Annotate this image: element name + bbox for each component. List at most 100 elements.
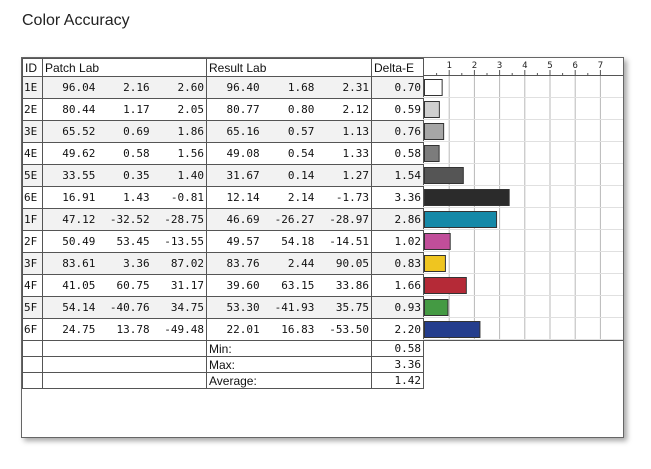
result-L-value: 83.76 (226, 257, 260, 270)
result-lab-values: 22.01 16.83 -53.50 (206, 318, 372, 341)
result-lab-values: 49.57 54.18 -14.51 (206, 230, 372, 253)
delta-e-value: 1.02 (371, 230, 424, 253)
delta-e-value: 0.76 (371, 120, 424, 143)
chart-tick-label: 7 (598, 61, 603, 71)
patch-L-value: 16.91 (62, 191, 96, 204)
patch-lab-values: 50.49 53.45 -13.55 (42, 230, 207, 253)
patch-a-value: 0.58 (123, 147, 150, 160)
patch-lab-values: 41.05 60.75 31.17 (42, 274, 207, 297)
patch-b-value: 2.60 (177, 81, 204, 94)
row-id: 6F (22, 318, 43, 341)
table-row: 6F 24.75 13.78 -49.48 22.01 16.83 -53.50 2.20 (22, 318, 424, 341)
patch-lab-values: 16.91 1.43 -0.81 (42, 186, 207, 209)
result-a-value: 0.14 (287, 169, 315, 182)
bar-1E (424, 79, 443, 96)
patch-lab-values: 33.55 0.35 1.40 (42, 164, 207, 187)
patch-L-value: 96.04 (62, 81, 96, 94)
chart-tick-label: 1 (446, 61, 451, 71)
result-b-value: 1.27 (342, 169, 370, 182)
result-a-value: 2.14 (287, 191, 315, 204)
patch-lab-values: 24.75 13.78 -49.48 (42, 318, 207, 341)
result-L-value: 31.67 (226, 169, 260, 182)
patch-a-value: -40.76 (109, 301, 150, 314)
table-row: 4E 49.62 0.58 1.56 49.08 0.54 1.33 0.58 (22, 142, 424, 165)
result-L-value: 12.14 (226, 191, 260, 204)
stat-empty-cell (22, 356, 43, 373)
patch-lab-values: 47.12 -32.52 -28.75 (42, 208, 207, 231)
color-accuracy-panel: ID Patch Lab Result Lab Delta-E 1E 96.04 2… (21, 57, 624, 438)
patch-L-value: 80.44 (62, 103, 96, 116)
bar-4E (424, 145, 440, 162)
chart-tick-label: 6 (572, 61, 577, 71)
patch-b-value: -13.55 (164, 235, 204, 248)
result-b-value: 33.86 (335, 279, 370, 292)
bar-3E (424, 123, 445, 140)
bar-1F (424, 211, 498, 228)
table-row: 4F 41.05 60.75 31.17 39.60 63.15 33.86 1.66 (22, 274, 424, 297)
result-b-value: -53.50 (329, 323, 370, 336)
result-L-value: 39.60 (226, 279, 260, 292)
result-b-value: 2.12 (342, 103, 370, 116)
result-lab-values: 39.60 63.15 33.86 (206, 274, 372, 297)
patch-L-value: 33.55 (62, 169, 96, 182)
result-lab-values: 31.67 0.14 1.27 (206, 164, 372, 187)
result-a-value: 1.68 (287, 81, 315, 94)
table-row: 1F 47.12 -32.52 -28.75 46.69 -26.27 -28.97 2.86 (22, 208, 424, 231)
bar-2E (424, 101, 440, 118)
patch-L-value: 47.12 (62, 213, 96, 226)
patch-a-value: 0.35 (123, 169, 150, 182)
result-L-value: 22.01 (226, 323, 260, 336)
result-lab-values: 12.14 2.14 -1.73 (206, 186, 372, 209)
results-table: ID Patch Lab Result Lab Delta-E 1E 96.04 2… (22, 58, 424, 389)
result-lab-values: 96.40 1.68 2.31 (206, 76, 372, 99)
header-result-lab: Result Lab (206, 58, 372, 77)
stat-label: Min: (206, 340, 372, 357)
row-id: 5E (22, 164, 43, 187)
result-lab-values: 53.30 -41.93 35.75 (206, 296, 372, 319)
stat-empty-cell (22, 372, 43, 389)
table-row: 2F 50.49 53.45 -13.55 49.57 54.18 -14.51 1.02 (22, 230, 424, 253)
delta-e-value: 2.86 (371, 208, 424, 231)
result-b-value: -14.51 (329, 235, 370, 248)
result-b-value: 90.05 (335, 257, 370, 270)
result-b-value: 35.75 (335, 301, 370, 314)
row-id: 4E (22, 142, 43, 165)
result-lab-values: 83.76 2.44 90.05 (206, 252, 372, 275)
delta-e-value: 1.54 (371, 164, 424, 187)
header-patch-lab: Patch Lab (42, 58, 207, 77)
result-L-value: 49.57 (226, 235, 260, 248)
result-L-value: 53.30 (226, 301, 260, 314)
chart-tick-label: 2 (472, 61, 477, 71)
row-id: 2F (22, 230, 43, 253)
patch-lab-values: 83.61 3.36 87.02 (42, 252, 207, 275)
table-row: 5E 33.55 0.35 1.40 31.67 0.14 1.27 1.54 (22, 164, 424, 187)
patch-lab-values: 65.52 0.69 1.86 (42, 120, 207, 143)
delta-e-value: 2.20 (371, 318, 424, 341)
patch-a-value: 0.69 (123, 125, 150, 138)
patch-a-value: 53.45 (116, 235, 150, 248)
bar-6E (424, 189, 510, 206)
result-lab-values: 46.69 -26.27 -28.97 (206, 208, 372, 231)
table-header-row: ID Patch Lab Result Lab Delta-E (22, 58, 424, 77)
header-delta-e: Delta-E (371, 58, 424, 77)
stat-row: Average: 1.42 (22, 372, 424, 389)
stat-empty-cell (42, 340, 207, 357)
stat-value: 1.42 (371, 372, 424, 389)
delta-e-value: 3.36 (371, 186, 424, 209)
patch-a-value: 13.78 (116, 323, 150, 336)
row-id: 3F (22, 252, 43, 275)
result-lab-values: 49.08 0.54 1.33 (206, 142, 372, 165)
row-id: 6E (22, 186, 43, 209)
result-L-value: 96.40 (226, 81, 260, 94)
patch-a-value: -32.52 (109, 213, 150, 226)
patch-L-value: 41.05 (62, 279, 96, 292)
patch-b-value: 1.86 (177, 125, 204, 138)
chart-tick-label: 3 (497, 61, 502, 71)
page-title: Color Accuracy (22, 12, 130, 29)
patch-L-value: 49.62 (62, 147, 96, 160)
result-lab-values: 80.77 0.80 2.12 (206, 98, 372, 121)
patch-L-value: 24.75 (62, 323, 96, 336)
delta-e-value: 0.70 (371, 76, 424, 99)
row-id: 1E (22, 76, 43, 99)
stat-empty-cell (42, 356, 207, 373)
